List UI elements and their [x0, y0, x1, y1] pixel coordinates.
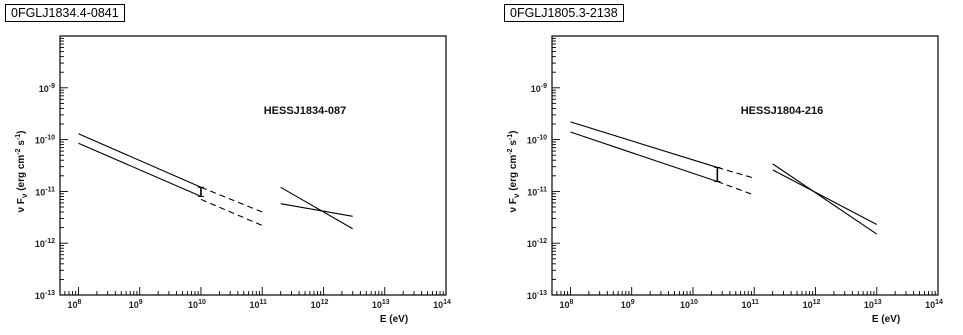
extrapolation-line [717, 166, 755, 179]
extrapolation-line [717, 181, 755, 196]
chart-panel-right: 108 109 1010 1011 1012 1013 1014 10-13 10-12 10-1… [490, 0, 960, 335]
spectrum-bound-line [772, 163, 878, 235]
spectrum-bound-line [570, 131, 718, 183]
chart-right: 108 109 1010 1011 1012 1013 1014 10-13 10-12 10-1… [507, 35, 943, 325]
x-tick-label: 109 [621, 299, 635, 310]
x-tick-label: 1014 [925, 299, 943, 310]
y-tick-label: 10-11 [527, 186, 547, 197]
y-axis-title: ν Fν (erg cm-2 s-1) [15, 131, 29, 213]
y-tick-label: 10-12 [527, 238, 547, 249]
chart-left: 108 109 1010 1011 1012 1013 1014 10-13 10-12 10-1… [15, 35, 451, 325]
y-tick-label: 10-10 [527, 135, 547, 146]
y-tick-label: 10-13 [35, 290, 55, 301]
source-annotation: HESSJ1804-216 [741, 105, 824, 117]
x-tick-label: 1012 [803, 299, 821, 310]
x-tick-label: 1010 [188, 299, 206, 310]
x-tick-label: 1011 [250, 299, 268, 310]
y-tick-label: 10-12 [35, 238, 55, 249]
chart-title: 0FGLJ1805.3-2138 [504, 4, 624, 22]
y-tick-label: 10-10 [35, 135, 55, 146]
chart-panel-left: 108 109 1010 1011 1012 1013 1014 10-13 10-12 10-1… [0, 0, 470, 335]
y-tick-label: 10-13 [527, 290, 547, 301]
x-tick-label: 1013 [864, 299, 882, 310]
x-axis-title: E (eV) [872, 314, 900, 325]
x-tick-label: 1011 [742, 299, 760, 310]
plot-frame [551, 35, 939, 296]
chart-title: 0FGLJ1834.4-0841 [5, 4, 125, 22]
y-tick-label: 10-11 [35, 186, 55, 197]
spectrum-bound-line [280, 186, 353, 230]
x-axis-title: E (eV) [380, 314, 408, 325]
spectrum-bound-line [280, 203, 353, 217]
x-tick-label: 1012 [311, 299, 329, 310]
spectrum-bound-line [570, 121, 718, 168]
x-tick-label: 108 [67, 299, 81, 310]
x-tick-label: 1010 [680, 299, 698, 310]
x-tick-label: 1013 [372, 299, 390, 310]
y-axis-title: ν Fν (erg cm-2 s-1) [507, 131, 521, 213]
source-annotation: HESSJ1834-087 [264, 105, 347, 117]
extrapolation-line [200, 186, 263, 213]
x-tick-label: 108 [559, 299, 573, 310]
spectrum-bound-line [78, 133, 202, 188]
plot-frame [59, 35, 447, 296]
x-tick-label: 109 [129, 299, 143, 310]
x-tick-label: 1014 [433, 299, 451, 310]
spectrum-bound-line [772, 169, 877, 225]
y-tick-label: 10-9 [39, 83, 55, 94]
spectrum-bound-line [78, 142, 202, 197]
extrapolation-line [200, 198, 263, 226]
y-tick-label: 10-9 [531, 83, 547, 94]
